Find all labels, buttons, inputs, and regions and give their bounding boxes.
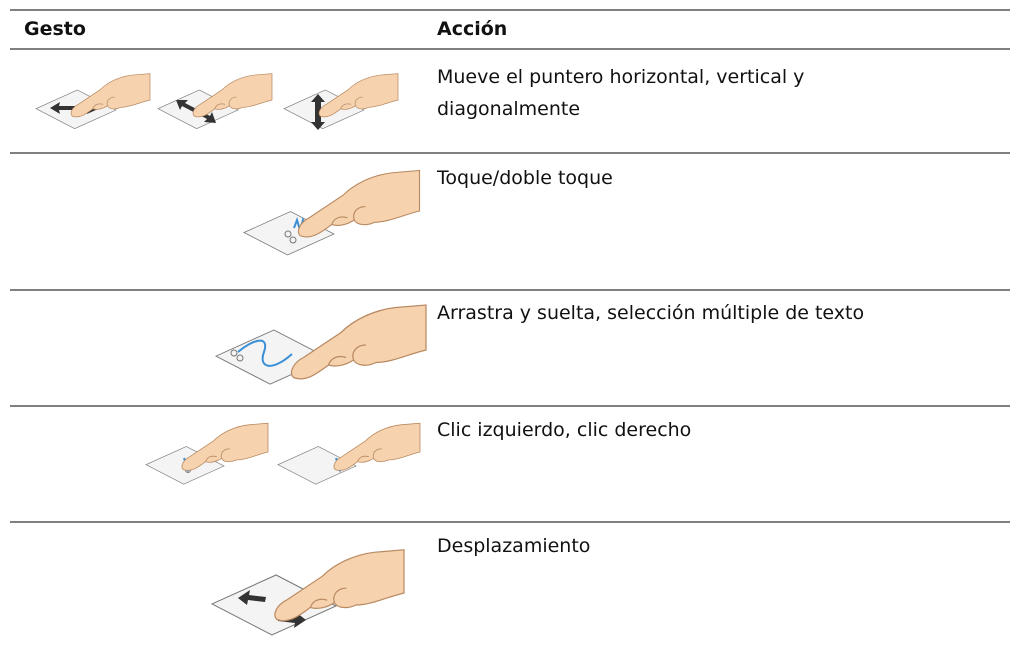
- action-text: Arrastra y suelta, selección múltiple de…: [437, 302, 865, 324]
- gesture-click: [145, 422, 421, 485]
- gesture-tap: [243, 169, 421, 256]
- gesture-drag: [215, 304, 427, 385]
- gesture-scroll: [211, 549, 405, 636]
- gesture-move: [35, 73, 399, 130]
- column-header: Acción: [437, 18, 508, 40]
- action-text: Mueve el puntero horizontal, vertical y …: [437, 66, 805, 120]
- column-header: Gesto: [24, 18, 86, 40]
- action-text: Desplazamiento: [437, 535, 591, 557]
- action-text: Clic izquierdo, clic derecho: [437, 419, 692, 441]
- action-text: Toque/doble toque: [437, 167, 613, 189]
